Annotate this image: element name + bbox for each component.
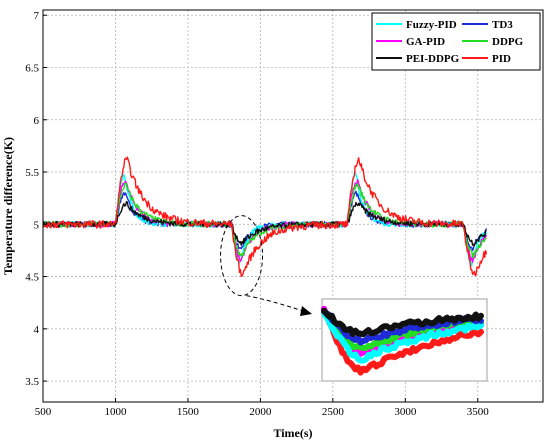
plot-frame [42,9,544,403]
y-axis-title: Temperature difference(K) [1,137,15,275]
x-tick-label: 1000 [104,406,127,418]
y-tick-label: 3.5 [25,376,39,388]
x-tick-label: 3500 [467,406,490,418]
legend-label-pid: PID [492,53,511,65]
y-tick-label: 4.5 [25,272,39,284]
zoom-annotation [220,215,488,382]
x-tick-label: 2000 [249,406,272,418]
y-tick-label: 7 [34,10,40,22]
legend: Fuzzy-PID TD3 GA-PID DDPG PEI-DDPG PID [371,12,541,71]
x-tick-label: 3000 [394,406,417,418]
x-tick-label: 1500 [177,406,200,418]
y-tick-label: 6.5 [25,62,39,74]
y-tick-label: 5 [34,219,40,231]
legend-label-fuzzy-pid: Fuzzy-PID [406,19,457,31]
legend-label-td3: TD3 [492,19,513,31]
legend-label-ddpg: DDPG [492,36,524,48]
legend-label-pei-ddpg: PEI-DDPG [406,53,460,65]
x-axis-title: Time(s) [273,426,312,440]
inset-line-pei-ddpg [321,307,484,338]
y-tick-label: 6 [34,115,40,127]
x-tick-label: 2500 [322,406,345,418]
series-line-pei-ddpg [42,200,487,247]
zoom-ellipse [220,215,264,297]
series-layer [42,156,488,278]
inset-line-fuzzy-pid [321,309,484,364]
legend-label-ga-pid: GA-PID [406,36,445,48]
zoom-arrow [246,295,307,313]
axis-ticks: 500 1000 1500 2000 2500 3000 3500 3.5 4 4.5 5 5.5 6 6… [25,10,489,418]
y-tick-label: 5.5 [25,167,39,179]
y-tick-label: 4 [34,324,40,336]
inset-line-pid [321,305,484,376]
zoom-arrowhead [300,306,312,316]
x-tick-label: 500 [35,406,52,418]
series-line-pid [42,156,488,278]
